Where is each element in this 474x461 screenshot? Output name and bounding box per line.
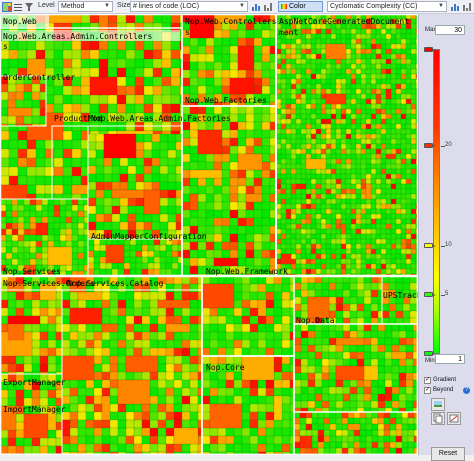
- min-value-input[interactable]: [435, 354, 465, 364]
- reset-button[interactable]: Reset: [431, 447, 465, 461]
- color-scale-bar[interactable]: [433, 49, 440, 354]
- gradient-checkbox[interactable]: ✓: [424, 377, 431, 384]
- tick-label-20: 20: [445, 142, 452, 148]
- color-label: Color: [289, 3, 306, 10]
- max-value-input[interactable]: [435, 25, 465, 35]
- color-metric-value: Cyclomatic Complexity (CC): [330, 3, 418, 10]
- color-metric-select[interactable]: Cyclomatic Complexity (CC) ▼: [327, 1, 447, 12]
- treemap-icon[interactable]: [2, 2, 12, 12]
- beyond-checkbox[interactable]: ✓: [424, 387, 431, 394]
- min-marker-handle[interactable]: [424, 351, 436, 356]
- label-services-orders: Nop.Services.Orders: [3, 279, 95, 288]
- marker-20-handle[interactable]: [424, 143, 436, 148]
- marker-5-handle[interactable]: [424, 292, 436, 297]
- color-scale-panel: Max 20 10 5 Min ✓ Gradient ✓ Beyond ? Re…: [418, 14, 474, 461]
- palette-icon: [434, 401, 442, 407]
- marker-10-handle[interactable]: [424, 243, 436, 248]
- color-toggle-button[interactable]: Color: [278, 1, 323, 12]
- treemap-canvas[interactable]: Nop.Web Nop.Web.Areas.Admin.Controllers …: [0, 14, 418, 455]
- copy-colors-button[interactable]: [431, 412, 445, 425]
- max-label: Max: [425, 27, 437, 33]
- filter-icon[interactable]: [24, 2, 34, 12]
- label-services-catalog: Nop.Services.Catalog: [67, 279, 164, 288]
- chevron-down-icon: ▼: [438, 3, 444, 9]
- max-marker-handle[interactable]: [424, 47, 436, 52]
- tick-mark: [441, 246, 445, 247]
- copy-icon: [433, 413, 443, 424]
- size-metric-value: # lines of code (LOC): [133, 3, 200, 10]
- label-web-factories: Nop.Web.Factories: [185, 96, 267, 105]
- label-ups-track: UPSTrack: [383, 291, 418, 300]
- palette-button[interactable]: [431, 398, 445, 411]
- toolbar: Level Method ▼ Size # lines of code (LOC…: [0, 0, 474, 14]
- label-import-manager: ImportManager: [3, 405, 66, 414]
- code-metrics-treemap[interactable]: Nop.Web Nop.Web.Areas.Admin.Controllers …: [0, 14, 418, 455]
- label-web-controllers: Nop.Web.Controllers: [185, 17, 277, 26]
- level-select-value: Method: [61, 3, 85, 10]
- level-label: Level: [38, 2, 55, 9]
- size-metric-select[interactable]: # lines of code (LOC) ▼: [130, 1, 248, 12]
- color-gradient-icon: [281, 4, 287, 9]
- label-nop-data: Nop.Data: [296, 316, 335, 325]
- treemap-cells[interactable]: [0, 14, 418, 455]
- label-export-manager: ExportManager: [3, 378, 66, 387]
- label-product-mod: ProductMod: [54, 114, 102, 123]
- list-view-icon[interactable]: [13, 2, 23, 12]
- label-aspnetcore-generated-wrap: ment: [279, 28, 298, 37]
- label-nop-core: Nop.Core: [206, 363, 245, 372]
- tick-mark: [441, 295, 445, 296]
- label-aspnetcore-generated: AspNetCoreGeneratedDocument: [279, 17, 409, 26]
- label-web-framework: Nop.Web.Framework: [206, 267, 288, 276]
- help-icon[interactable]: ?: [463, 387, 470, 394]
- chevron-down-icon: ▼: [239, 3, 245, 9]
- bar-chart-icon[interactable]: [251, 2, 261, 12]
- treemap-borders: [0, 14, 418, 455]
- label-admin-controllers-wrap: s: [3, 42, 8, 51]
- label-admin-mapper: AdminMapperConfiguration: [91, 232, 207, 241]
- bar-chart-alt-icon[interactable]: [462, 2, 472, 12]
- bar-chart-icon[interactable]: [450, 2, 460, 12]
- treemap-labels: Nop.Web Nop.Web.Areas.Admin.Controllers …: [1, 15, 418, 414]
- bar-chart-alt-icon[interactable]: [263, 2, 273, 12]
- label-admin-controllers: Nop.Web.Areas.Admin.Controllers: [3, 32, 152, 41]
- tick-label-10: 10: [445, 242, 452, 248]
- tick-mark: [441, 146, 445, 147]
- size-label: Size: [117, 2, 131, 9]
- label-order-controller: OrderController: [3, 73, 75, 82]
- label-nop-services: Nop.Services: [3, 267, 61, 276]
- beyond-label: Beyond: [433, 387, 454, 393]
- tick-label-5: 5: [445, 291, 449, 297]
- level-select[interactable]: Method ▼: [58, 1, 113, 12]
- label-nop-web: Nop.Web: [3, 17, 37, 26]
- edit-icon: [449, 414, 459, 423]
- chevron-down-icon: ▼: [104, 3, 110, 9]
- label-admin-factories: Nop.Web.Areas.Admin.Factories: [91, 114, 231, 123]
- gradient-label: Gradient: [433, 377, 457, 383]
- label-web-controllers-wrap: s: [185, 28, 190, 37]
- min-label: Min: [425, 358, 435, 364]
- edit-colors-button[interactable]: [447, 412, 461, 425]
